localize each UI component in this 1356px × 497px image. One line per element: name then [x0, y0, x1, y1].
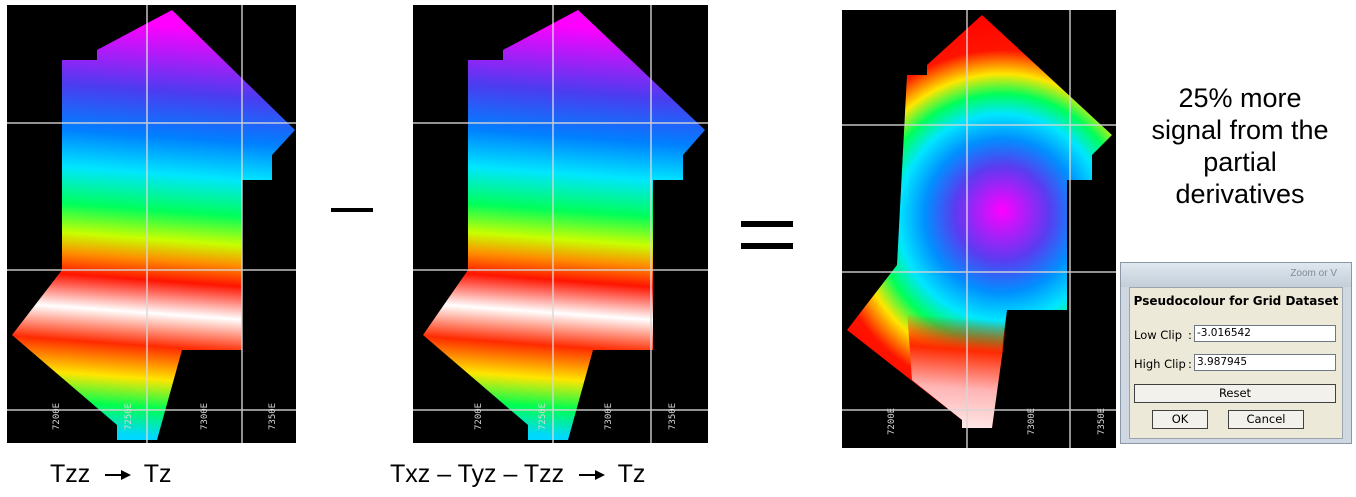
tick-label: 7200E: [52, 403, 62, 430]
dialog-titlebar[interactable]: Zoom or V: [1121, 263, 1351, 287]
difference-map-image: 7200E 7300E 7350E: [842, 10, 1116, 448]
minus-operator: [331, 208, 373, 212]
note-line: 25% more: [1178, 83, 1302, 113]
pseudocolour-dialog: Zoom or V Pseudocolour for Grid Dataset …: [1120, 262, 1352, 444]
ok-button[interactable]: OK: [1152, 410, 1208, 429]
high-clip-colon: :: [1188, 357, 1192, 371]
difference-map-panel: 7200E 7300E 7350E: [842, 10, 1116, 448]
tick-label: 7300E: [200, 403, 210, 430]
tick-label: 7300E: [604, 403, 614, 430]
tick-label: 7250E: [538, 403, 548, 430]
tick-label: 7350E: [668, 403, 678, 430]
arrow-right-icon: [579, 470, 606, 481]
high-clip-input[interactable]: 3.987945: [1194, 354, 1336, 371]
left-caption-to: Tz: [143, 460, 172, 488]
middle-caption-to: Tz: [617, 460, 646, 488]
tzz-map-panel: 7200E 7250E 7300E 7350E: [7, 5, 296, 443]
note-line: derivatives: [1175, 179, 1305, 209]
txz-tyz-tzz-map-panel: 7200E 7250E 7300E 7350E: [413, 5, 708, 443]
equals-operator: [741, 221, 793, 249]
tick-label: 7250E: [124, 403, 134, 430]
high-clip-label: High Clip: [1134, 357, 1186, 371]
dialog-window-title: Zoom or V: [1290, 268, 1337, 279]
tick-label: 7200E: [887, 408, 897, 435]
middle-caption: Txz – Tyz – Tzz Tz: [390, 460, 645, 489]
reset-button[interactable]: Reset: [1134, 384, 1336, 403]
txz-tyz-tzz-map-image: 7200E 7250E 7300E 7350E: [413, 5, 708, 443]
left-caption-from: Tzz: [50, 460, 91, 488]
low-clip-input[interactable]: -3.016542: [1194, 325, 1336, 342]
tick-label: 7300E: [1027, 408, 1037, 435]
low-clip-label: Low Clip: [1134, 328, 1183, 342]
low-clip-colon: :: [1188, 328, 1192, 342]
dialog-body: Pseudocolour for Grid Dataset Low Clip :…: [1129, 287, 1343, 439]
arrow-right-icon: [105, 470, 132, 481]
middle-caption-from: Txz – Tyz – Tzz: [390, 460, 565, 488]
tick-label: 7350E: [268, 403, 278, 430]
cancel-button[interactable]: Cancel: [1228, 410, 1304, 429]
note-line: partial: [1203, 147, 1277, 177]
left-caption: Tzz Tz: [50, 460, 172, 489]
tick-label: 7200E: [474, 403, 484, 430]
dialog-title: Pseudocolour for Grid Dataset: [1133, 294, 1339, 308]
tzz-map-image: 7200E 7250E 7300E 7350E: [7, 5, 296, 443]
note-line: signal from the: [1151, 115, 1329, 145]
tick-label: 7350E: [1097, 408, 1107, 435]
signal-note: 25% more signal from the partial derivat…: [1135, 82, 1345, 210]
